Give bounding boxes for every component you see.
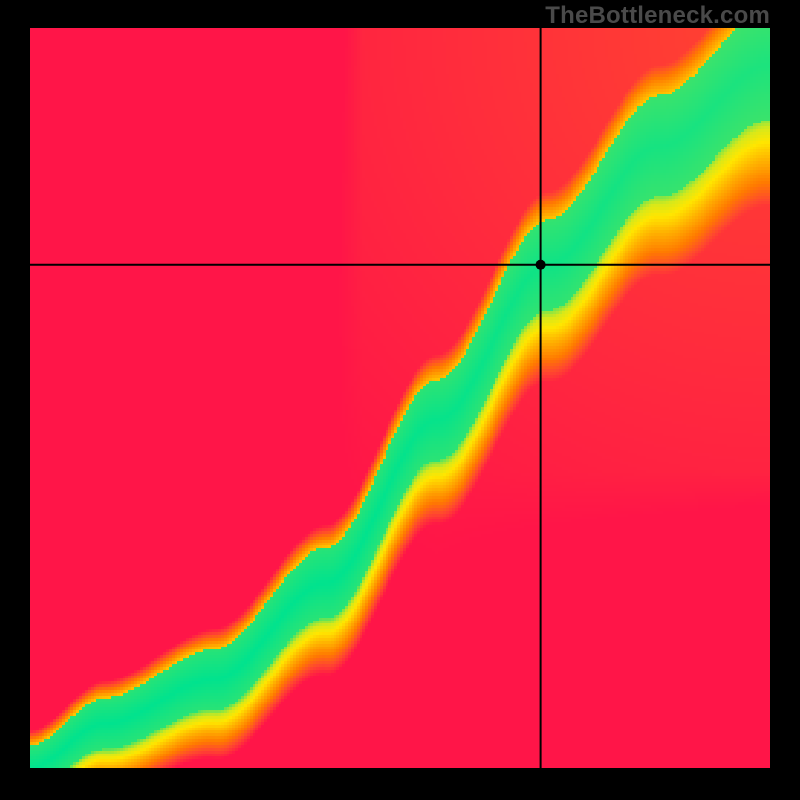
bottleneck-heatmap [0,0,800,800]
attribution-text: TheBottleneck.com [545,2,770,30]
chart-frame: { "attribution": { "text": "TheBottlenec… [0,0,800,800]
